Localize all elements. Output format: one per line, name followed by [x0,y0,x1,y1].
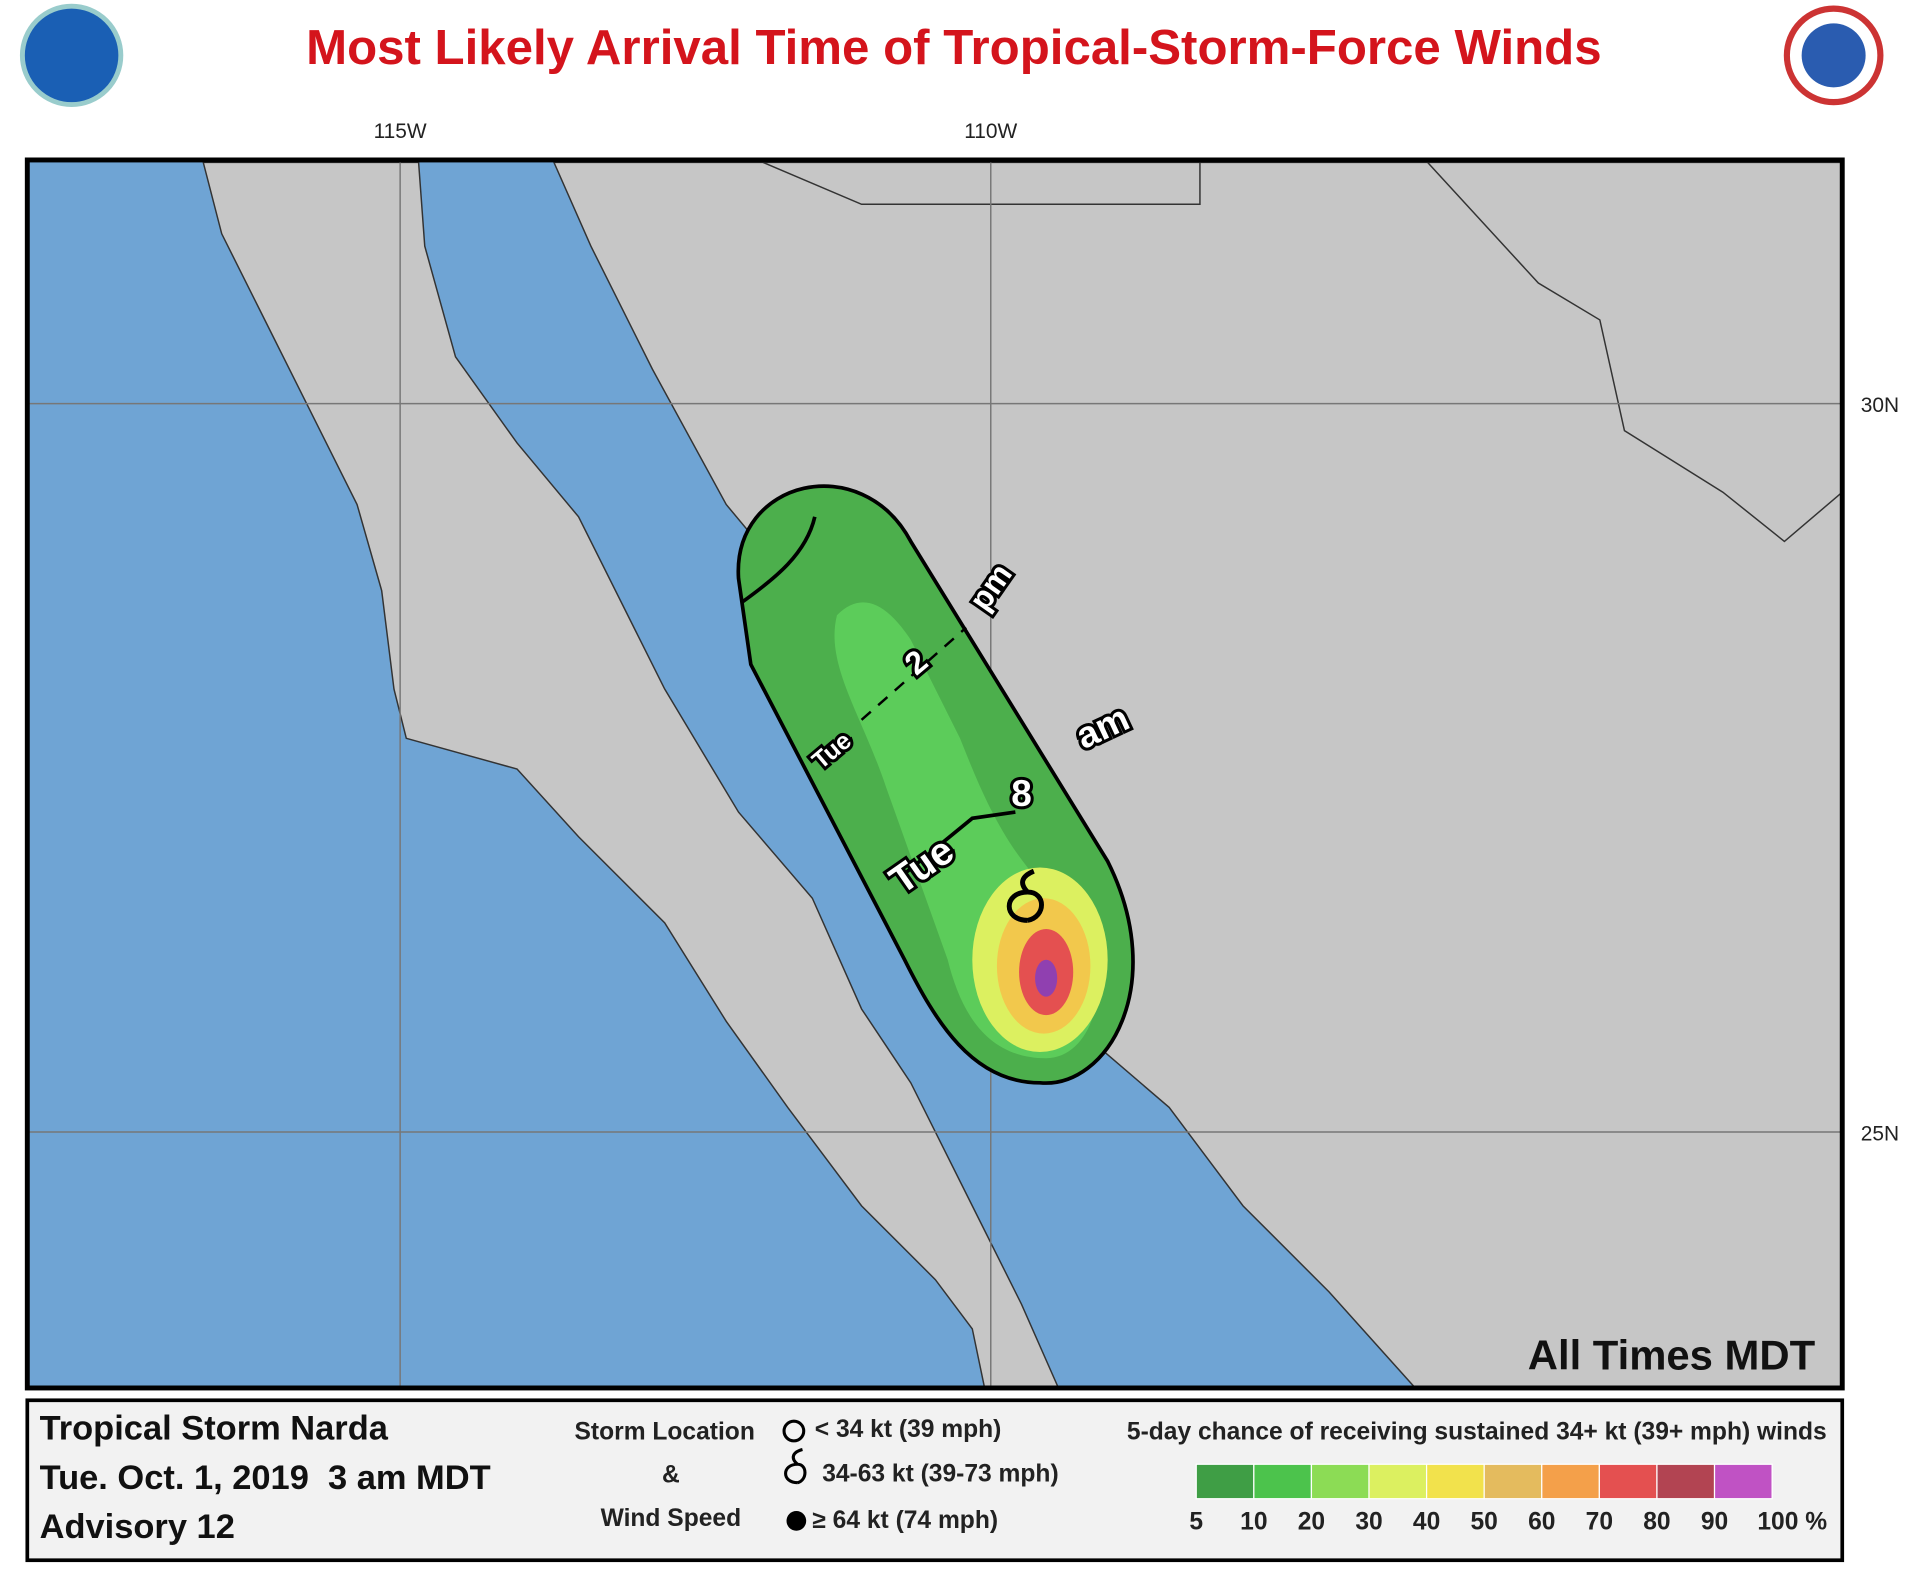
scale-label: 90 [1701,1508,1728,1535]
storm-legend-item: 34-63 kt (39-73 mph) [822,1460,1058,1487]
time-contour [903,810,1016,876]
storm-legend-item: < 34 kt (39 mph) [815,1416,1002,1443]
scale-bin [1598,1463,1658,1500]
time-contour [739,516,817,605]
storm-name: Tropical Storm Narda [40,1410,389,1448]
swath-100 [1035,959,1058,997]
probability-legend-title: 5-day chance of receiving sustained 34+ … [1127,1419,1827,1446]
scale-bin [1310,1463,1370,1500]
storm-symbol [1006,868,1044,923]
time-note: All Times MDT [1528,1332,1816,1379]
scale-label: 20 [1298,1508,1325,1535]
probability-scale: 5 10 20 30 40 50 60 70 80 90 100 % [1189,1463,1827,1535]
longitude-label: 110W [964,120,1017,143]
scale-bin [1425,1463,1485,1500]
hurricane-symbol [786,1511,807,1531]
scale-label: 50 [1471,1508,1498,1535]
advisory-time: Tue. Oct. 1, 2019 3 am MDT [40,1459,491,1497]
storm-legend-title: Wind Speed [601,1505,742,1532]
storm-legend-item: ≥ 64 kt (74 mph) [812,1507,998,1534]
storm-legend-title: Storm Location [575,1419,755,1446]
scale-bin [1368,1463,1428,1500]
scale-bin [1656,1463,1716,1500]
scale-label: 60 [1528,1508,1555,1535]
noaa-logo [19,3,124,108]
scale-label: 30 [1355,1508,1382,1535]
scale-bin [1541,1463,1600,1500]
storm-legend-title: & [662,1462,680,1489]
scale-bin [1483,1463,1543,1500]
scale-label: 10 [1240,1508,1267,1535]
scale-label: 100 % [1757,1508,1827,1535]
scale-bin [1713,1463,1773,1500]
latitude-label: 25N [1861,1123,1899,1146]
scale-bin [1195,1463,1255,1500]
scale-label: 40 [1413,1508,1440,1535]
longitude-label: 115W [374,120,427,143]
us-border [1427,161,1843,543]
scale-label: 70 [1586,1508,1613,1535]
scale-bin [1253,1463,1313,1500]
border [762,161,1201,205]
time-contour [860,626,967,721]
title: Most Likely Arrival Time of Tropical-Sto… [306,20,1602,75]
map-frame [24,157,1845,1391]
scale-label: 80 [1643,1508,1670,1535]
advisory-number: Advisory 12 [40,1508,235,1546]
nws-logo-inner [1801,23,1866,88]
scale-label: 5 [1189,1508,1203,1535]
baja-peninsula [202,161,1060,1389]
ts-symbol [784,1448,807,1485]
latitude-label: 30N [1861,394,1899,417]
weak-symbol [782,1419,806,1443]
arrival-label: 8 [1011,773,1032,814]
